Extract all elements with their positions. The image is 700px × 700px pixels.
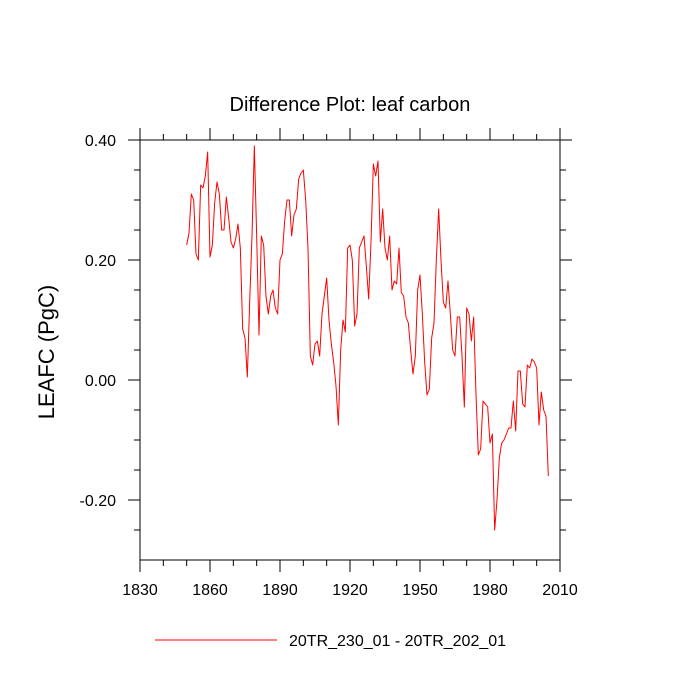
y-tick-label: 0.00 <box>85 373 116 390</box>
y-tick-label: -0.20 <box>80 493 117 510</box>
legend: 20TR_230_01 - 20TR_202_01 <box>155 633 506 650</box>
axis-ticks: 1830 1860 1890 1920 1950 1980 2010 -0.20 0.00 0.2… <box>80 128 578 599</box>
x-tick-label: 1980 <box>472 582 508 599</box>
x-tick-label: 1950 <box>402 582 438 599</box>
series-line <box>186 145 549 531</box>
plot-frame <box>139 139 561 561</box>
x-tick-label: 1830 <box>122 582 158 599</box>
y-tick-label: 0.20 <box>85 253 116 270</box>
series-layer <box>186 145 549 531</box>
x-tick-label: 2010 <box>542 582 578 599</box>
y-axis-label: LEAFC (PgC) <box>34 285 59 419</box>
chart-title: Difference Plot: leaf carbon <box>230 94 471 116</box>
x-tick-label: 1920 <box>332 582 368 599</box>
x-tick-label: 1890 <box>262 582 298 599</box>
x-tick-label: 1860 <box>192 582 228 599</box>
legend-label: 20TR_230_01 - 20TR_202_01 <box>289 633 506 650</box>
y-tick-label: 0.40 <box>85 133 116 150</box>
